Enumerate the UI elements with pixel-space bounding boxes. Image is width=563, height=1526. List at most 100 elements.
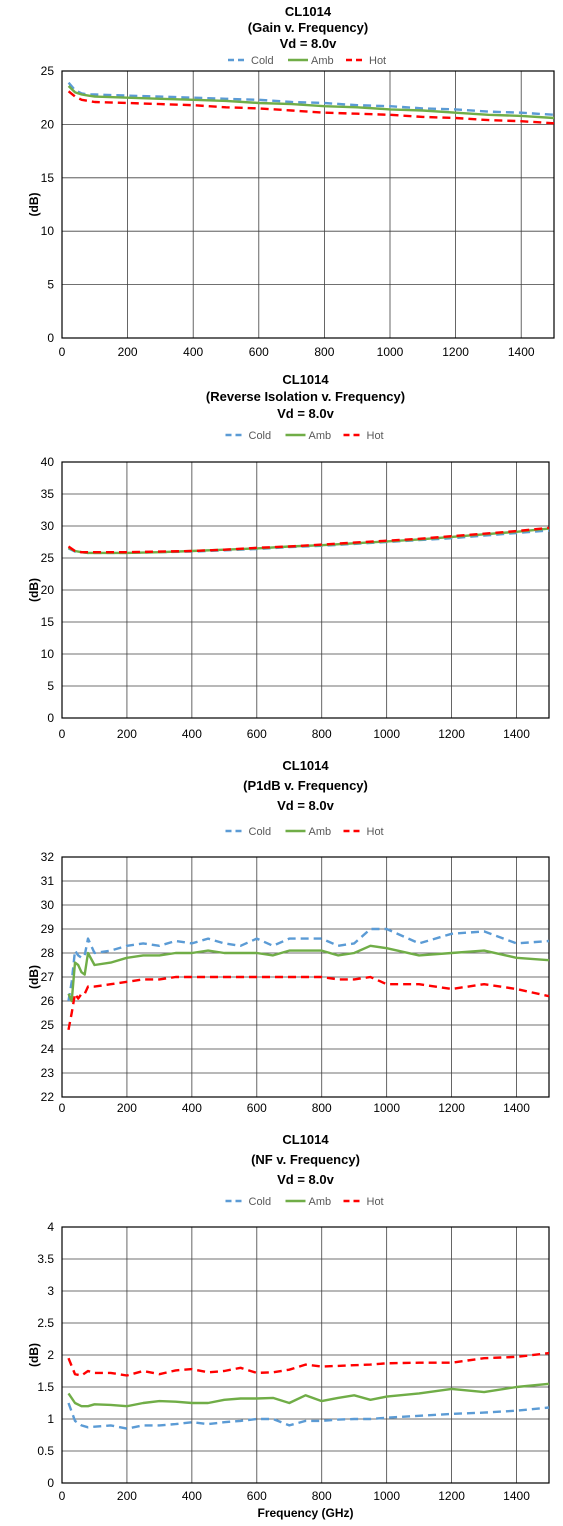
series-line-cold [67, 81, 555, 116]
x-tick-label: 200 [118, 345, 138, 359]
y-tick-label: 15 [41, 615, 55, 629]
x-tick-label: 1400 [503, 1489, 530, 1503]
chart-legend: Cold Amb Hot [225, 826, 384, 838]
x-tick-label: 0 [59, 345, 66, 359]
plot-grid [61, 461, 549, 719]
chart-title: CL1014 [285, 4, 332, 19]
x-tick-label: 1000 [373, 1101, 400, 1115]
x-tick-label: 1200 [438, 1101, 465, 1115]
series-line-amb [67, 1382, 550, 1408]
y-tick-label: 0 [47, 331, 54, 345]
legend-label-cold: Cold [249, 826, 272, 838]
y-tick-label: 3.5 [37, 1252, 54, 1266]
legend-label-amb: Amb [309, 826, 332, 838]
legend-label-amb: Amb [309, 430, 332, 442]
legend-label-cold: Cold [249, 430, 272, 442]
y-tick-label: 20 [41, 117, 55, 131]
y-axis-label: (dB) [27, 578, 41, 602]
chart-subtitle: (Gain v. Frequency) [248, 20, 368, 35]
chart-legend: Cold Amb Hot [225, 1196, 384, 1208]
y-tick-label: 40 [41, 455, 55, 469]
x-tick-label: 200 [117, 1489, 137, 1503]
series-line-amb [67, 944, 550, 1003]
y-axis-label: (dB) [27, 965, 41, 989]
y-tick-label: 28 [41, 946, 55, 960]
series-line-cold [67, 927, 550, 1002]
chart-subtitle: (P1dB v. Frequency) [243, 778, 368, 793]
y-tick-label: 35 [41, 487, 55, 501]
series-line-amb [67, 85, 555, 120]
x-tick-label: 0 [59, 1489, 66, 1503]
chart-subtitle: (Reverse Isolation v. Frequency) [206, 389, 405, 404]
y-tick-label: 1 [47, 1412, 54, 1426]
y-tick-label: 31 [41, 874, 55, 888]
x-axis-label: Frequency (GHz) [257, 1506, 353, 1520]
y-tick-label: 5 [47, 679, 54, 693]
y-tick-label: 5 [47, 278, 54, 292]
y-tick-label: 25 [41, 551, 55, 565]
x-tick-label: 1000 [373, 1489, 400, 1503]
legend-label-hot: Hot [367, 826, 384, 838]
legend-label-cold: Cold [249, 1196, 272, 1208]
plot-grid [61, 70, 554, 339]
y-tick-label: 3 [47, 1284, 54, 1298]
legend-label-amb: Amb [311, 55, 334, 67]
x-tick-label: 200 [117, 727, 137, 741]
chart-legend: Cold Amb Hot [228, 55, 386, 67]
x-tick-label: 400 [182, 1101, 202, 1115]
series-line-amb [67, 527, 550, 555]
y-tick-label: 0.5 [37, 1444, 54, 1458]
y-tick-label: 30 [41, 519, 55, 533]
series-line-hot [67, 90, 555, 125]
plot-border [61, 461, 550, 719]
y-tick-label: 4 [47, 1220, 54, 1234]
chart-condition: Vd = 8.0v [280, 36, 337, 51]
y-tick-label: 15 [41, 171, 55, 185]
chart-title: CL1014 [282, 372, 329, 387]
plot-border [61, 70, 555, 339]
legend-label-hot: Hot [369, 55, 386, 67]
y-tick-label: 25 [41, 64, 55, 78]
x-tick-label: 600 [247, 1489, 267, 1503]
x-tick-label: 1200 [442, 345, 469, 359]
y-tick-label: 1.5 [37, 1380, 54, 1394]
plot-grid [61, 1226, 549, 1484]
x-tick-label: 800 [312, 1101, 332, 1115]
x-tick-label: 600 [247, 1101, 267, 1115]
x-tick-label: 400 [183, 345, 203, 359]
y-tick-label: 2 [47, 1348, 54, 1362]
chart-title: CL1014 [282, 1132, 329, 1147]
gain-chart: CL1014(Gain v. Frequency)Vd = 8.0v Cold Am… [27, 4, 555, 359]
y-tick-label: 10 [41, 647, 55, 661]
x-tick-label: 800 [312, 1489, 332, 1503]
x-tick-label: 600 [249, 345, 269, 359]
y-tick-label: 25 [41, 1018, 55, 1032]
plot-border [61, 1226, 550, 1484]
series-line-hot [67, 1351, 550, 1377]
chart-title: CL1014 [282, 758, 329, 773]
legend-label-hot: Hot [367, 1196, 384, 1208]
x-tick-label: 1000 [373, 727, 400, 741]
x-tick-label: 1000 [377, 345, 404, 359]
x-tick-label: 1200 [438, 727, 465, 741]
x-tick-label: 1400 [503, 1101, 530, 1115]
x-tick-label: 1400 [503, 727, 530, 741]
y-axis-label: (dB) [27, 1343, 41, 1367]
chart-condition: Vd = 8.0v [277, 1172, 334, 1187]
y-tick-label: 26 [41, 994, 55, 1008]
chart-legend: Cold Amb Hot [225, 430, 384, 442]
series-line-hot [67, 526, 550, 554]
x-tick-label: 800 [314, 345, 334, 359]
y-tick-label: 30 [41, 898, 55, 912]
y-axis-label: (dB) [27, 193, 41, 217]
x-tick-label: 800 [312, 727, 332, 741]
y-tick-label: 0 [47, 711, 54, 725]
x-tick-label: 400 [182, 1489, 202, 1503]
series-line-hot [67, 975, 550, 1031]
p1db-chart: CL1014 (P1dB v. Frequency) Vd = 8.0v Cold Am… [27, 758, 550, 1115]
y-tick-label: 22 [41, 1090, 55, 1104]
y-tick-label: 10 [41, 224, 55, 238]
x-tick-label: 1400 [508, 345, 535, 359]
y-tick-label: 24 [41, 1042, 55, 1056]
chart-condition: Vd = 8.0v [277, 798, 334, 813]
